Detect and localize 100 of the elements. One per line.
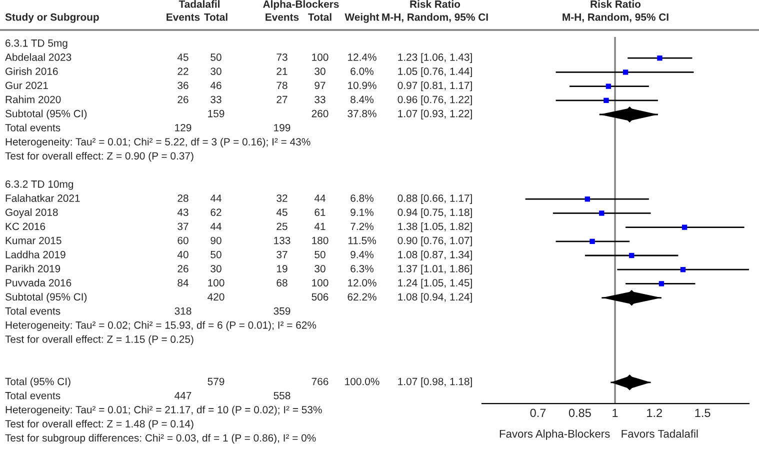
text: Heterogeneity: Tau² = 0.01; Chi² = 5.22, df = 3 (P = 0.16); I² = 43%	[6, 138, 310, 148]
text: 30	[314, 265, 326, 272]
text: 43	[177, 208, 188, 216]
text: 1.08 [0.87, 1.34]	[398, 250, 472, 260]
text: 1.23 [1.06, 1.43]	[398, 53, 472, 63]
category-label: Weight	[344, 13, 380, 23]
text: 26	[178, 96, 188, 104]
text: 44	[314, 194, 326, 202]
text: 46	[210, 82, 222, 90]
text: 318	[174, 307, 192, 315]
text: 100	[208, 279, 224, 286]
text: 32	[276, 194, 288, 202]
text: Subtotal (95% CI)	[5, 110, 87, 120]
text: 19	[277, 265, 288, 272]
text: 359	[274, 307, 290, 315]
text: Kumar 2015	[6, 236, 62, 244]
text: 100.0%	[345, 378, 380, 386]
text: 78	[276, 82, 288, 90]
text: 6.0%	[350, 68, 374, 75]
text: 1.05 [0.76, 1.44]	[398, 67, 472, 78]
text: Laddha 2019	[6, 250, 66, 258]
chart-title: Risk Ratio	[590, 0, 641, 8]
text: 506	[312, 293, 328, 301]
category-label: Total	[204, 13, 228, 21]
text: Subtotal (95% CI)	[5, 292, 87, 303]
text: 45	[276, 208, 288, 216]
category-label: Events	[266, 14, 299, 21]
text: 10.9%	[348, 82, 376, 90]
text: 1.08 [0.94, 1.24]	[398, 292, 472, 303]
text: 6.8%	[350, 194, 374, 202]
text: 1.24 [1.05, 1.45]	[398, 278, 472, 289]
text: 33	[314, 96, 326, 104]
text: 8.4%	[350, 96, 374, 104]
text: Total events	[5, 392, 60, 400]
text: 0.96 [0.76, 1.22]	[398, 96, 472, 106]
text: 6.3%	[350, 265, 374, 272]
text: 100	[312, 279, 328, 286]
x-tick-label: 1	[612, 408, 618, 417]
text: 45	[177, 54, 188, 61]
text: 11.5%	[348, 236, 376, 244]
text: Test for overall effect: Z = 1.15 (P = 0.25)	[5, 335, 194, 345]
text: Puvvada 2016	[6, 278, 72, 286]
text: 22	[178, 68, 188, 75]
text: Total events	[5, 124, 60, 132]
x-tick-label: 1.5	[695, 408, 710, 418]
text: Abdelaal 2023	[5, 53, 72, 61]
text: Heterogeneity: Tau² = 0.02; Chi² = 15.93, df = 6 (P = 0.01); I² = 62%	[6, 321, 316, 331]
text: 37.8%	[348, 110, 376, 118]
text: 28	[178, 194, 188, 202]
text: 62	[210, 208, 222, 216]
text: 30	[210, 68, 222, 75]
text: 60	[178, 236, 188, 244]
text: Gur 2021	[6, 82, 48, 90]
text: 7.2%	[350, 222, 374, 230]
text: 0.88 [0.66, 1.17]	[398, 194, 472, 204]
text: 26	[178, 265, 188, 272]
text: 1.07 [0.98, 1.18]	[398, 378, 472, 388]
text: 558	[274, 392, 290, 400]
text: Favors Alpha-Blockers	[500, 430, 610, 440]
text: 61	[314, 208, 326, 216]
text: 199	[274, 124, 290, 132]
chart-subtitle: M-H, Random, 95% CI	[562, 13, 668, 22]
category-label: M-H, Random, 95% CI	[382, 13, 488, 22]
text: 68	[276, 279, 288, 286]
text: 36	[178, 82, 188, 90]
text: 25	[276, 222, 288, 230]
text: 420	[208, 293, 224, 301]
text: 579	[208, 378, 224, 386]
text: 37	[178, 222, 188, 230]
x-tick-label: 0.85	[568, 408, 591, 418]
text: Heterogeneity: Tau² = 0.01; Chi² = 21.17, df = 10 (P = 0.02); I² = 53%	[6, 406, 322, 416]
text: Parikh 2019	[6, 264, 60, 272]
text: 90	[210, 236, 222, 244]
x-tick-label: 1.2	[647, 408, 662, 417]
text: 9.1%	[350, 208, 374, 216]
category-label: Study or Subgroup	[5, 13, 99, 23]
text: 133	[274, 236, 290, 244]
text: 62.2%	[348, 293, 376, 301]
text: Goyal 2018	[6, 208, 58, 218]
x-tick-label: 0.7	[530, 408, 546, 418]
text: 12.0%	[348, 279, 376, 286]
text: 37	[276, 250, 288, 258]
text: 0.97 [0.81, 1.17]	[398, 81, 472, 92]
text: Favors Tadalafil	[622, 430, 698, 438]
text: 159	[208, 110, 224, 118]
text: 1.07 [0.93, 1.22]	[398, 110, 472, 120]
text: 50	[314, 250, 326, 258]
text: 6.3.2 TD 10mg	[6, 180, 74, 190]
text: 0.94 [0.75, 1.18]	[398, 208, 472, 218]
text: 766	[312, 378, 328, 386]
text: Total events	[5, 307, 60, 315]
text: Rahim 2020	[6, 96, 61, 104]
text: 447	[174, 392, 192, 400]
text: KC 2016	[6, 222, 46, 230]
text: 180	[312, 236, 328, 244]
text: Alpha-Blockers	[263, 0, 339, 10]
text: 97	[314, 82, 326, 90]
text: 1.38 [1.05, 1.82]	[398, 222, 472, 232]
text: 21	[276, 68, 288, 75]
text: 9.4%	[350, 250, 374, 258]
